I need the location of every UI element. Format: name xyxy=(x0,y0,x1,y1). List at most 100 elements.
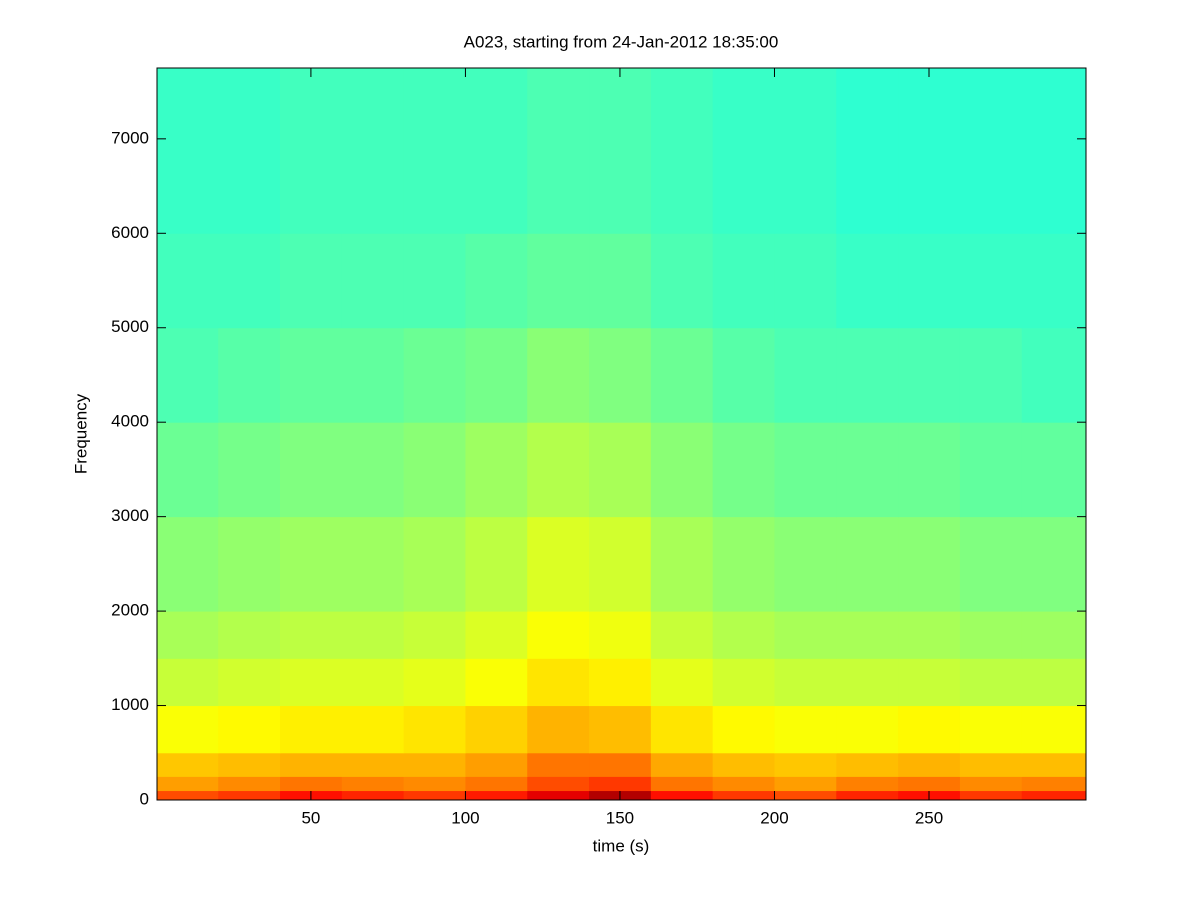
heatmap-cell xyxy=(341,611,405,659)
heatmap-cell xyxy=(218,776,281,792)
heatmap-cell xyxy=(650,611,714,659)
heatmap-cell xyxy=(774,790,837,801)
heatmap-cell xyxy=(650,327,714,423)
heatmap-cell xyxy=(341,752,405,777)
heatmap-cell xyxy=(836,790,899,801)
heatmap-cell xyxy=(403,705,466,754)
heatmap-cell xyxy=(403,233,466,329)
heatmap-cell xyxy=(712,68,775,234)
heatmap-cell xyxy=(1021,611,1087,659)
heatmap-cell xyxy=(157,516,219,612)
heatmap-cell xyxy=(712,752,775,777)
heatmap-cell xyxy=(959,705,1023,754)
heatmap-cell xyxy=(959,516,1023,612)
heatmap-cell xyxy=(157,68,219,234)
y-tick-label: 0 xyxy=(140,789,149,808)
heatmap-cell xyxy=(650,790,714,801)
heatmap-cell xyxy=(774,776,837,792)
heatmap-cell xyxy=(774,705,837,754)
heatmap-cell xyxy=(157,752,219,777)
heatmap-cell xyxy=(712,705,775,754)
heatmap-cell xyxy=(527,68,590,234)
heatmap-cell xyxy=(1021,790,1087,801)
heatmap-cell xyxy=(959,790,1023,801)
heatmap-cell xyxy=(527,327,590,423)
heatmap-cell xyxy=(157,422,219,518)
heatmap-cell xyxy=(650,658,714,707)
heatmap-cell xyxy=(898,658,961,707)
heatmap-cell xyxy=(836,422,899,518)
heatmap-cell xyxy=(650,752,714,777)
heatmap-cell xyxy=(1021,705,1087,754)
heatmap-cell xyxy=(218,422,281,518)
heatmap-cell xyxy=(1021,233,1087,329)
heatmap-cell xyxy=(218,68,281,234)
heatmap-cell xyxy=(1021,68,1087,234)
heatmap-cell xyxy=(712,516,775,612)
heatmap-cell xyxy=(218,611,281,659)
heatmap-cell xyxy=(465,705,528,754)
heatmap-cell xyxy=(280,68,343,234)
heatmap-cell xyxy=(218,327,281,423)
chart-title: A023, starting from 24-Jan-2012 18:35:00 xyxy=(464,32,779,51)
heatmap-cell xyxy=(403,68,466,234)
y-axis-label: Frequency xyxy=(71,393,90,474)
heatmap-cell xyxy=(341,68,405,234)
heatmap-cell xyxy=(341,790,405,801)
heatmap-cell xyxy=(527,752,590,777)
heatmap-cell xyxy=(218,658,281,707)
heatmap-cell xyxy=(650,776,714,792)
heatmap-cell xyxy=(527,611,590,659)
heatmap-cell xyxy=(650,422,714,518)
heatmap-cell xyxy=(465,752,528,777)
heatmap-cell xyxy=(712,790,775,801)
heatmap-cell xyxy=(403,752,466,777)
heatmap-cell xyxy=(465,327,528,423)
heatmap-cell xyxy=(589,516,652,612)
y-tick-label: 3000 xyxy=(111,506,149,525)
heatmap-cell xyxy=(403,790,466,801)
heatmap-cell xyxy=(465,776,528,792)
heatmap-cell xyxy=(1021,658,1087,707)
heatmap-cell xyxy=(527,705,590,754)
heatmap-cell xyxy=(589,233,652,329)
heatmap-cell xyxy=(774,327,837,423)
heatmap-cell xyxy=(157,327,219,423)
heatmap-cell xyxy=(280,776,343,792)
heatmap-cell xyxy=(465,233,528,329)
heatmap-cell xyxy=(403,516,466,612)
heatmap-cell xyxy=(712,422,775,518)
heatmap-cell xyxy=(898,327,961,423)
heatmap-cell xyxy=(341,776,405,792)
heatmap-cell xyxy=(157,611,219,659)
heatmap-cell xyxy=(1021,752,1087,777)
heatmap-cell xyxy=(157,776,219,792)
heatmap-cell xyxy=(836,233,899,329)
heatmap-cell xyxy=(280,705,343,754)
heatmap-cell xyxy=(589,776,652,792)
heatmap-cell xyxy=(218,790,281,801)
heatmap-cell xyxy=(959,422,1023,518)
heatmap-cell xyxy=(650,516,714,612)
y-tick-label: 4000 xyxy=(111,412,149,431)
heatmap-cell xyxy=(836,327,899,423)
heatmap-cell xyxy=(218,705,281,754)
heatmap-cell xyxy=(898,422,961,518)
heatmap-cell xyxy=(898,611,961,659)
heatmap-cell xyxy=(157,658,219,707)
heatmap-cell xyxy=(465,790,528,801)
heatmap-cell xyxy=(589,422,652,518)
heatmap-cell xyxy=(898,233,961,329)
heatmap-cell xyxy=(898,68,961,234)
heatmap-cell xyxy=(527,790,590,801)
heatmap-cell xyxy=(959,752,1023,777)
x-tick-label: 250 xyxy=(915,808,943,827)
heatmap-cell xyxy=(465,658,528,707)
heatmap-cell xyxy=(1021,776,1087,792)
heatmap-cell xyxy=(280,422,343,518)
y-tick-label: 6000 xyxy=(111,223,149,242)
heatmap-cell xyxy=(1021,422,1087,518)
heatmap-cell xyxy=(280,611,343,659)
heatmap-cell xyxy=(527,422,590,518)
heatmap-cell xyxy=(341,327,405,423)
